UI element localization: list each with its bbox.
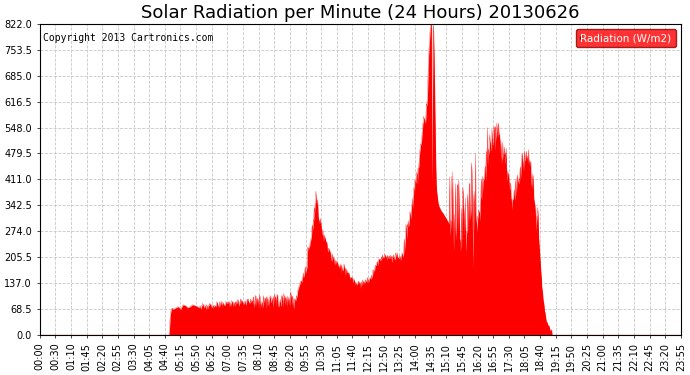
Title: Solar Radiation per Minute (24 Hours) 20130626: Solar Radiation per Minute (24 Hours) 20…: [141, 4, 580, 22]
Text: Copyright 2013 Cartronics.com: Copyright 2013 Cartronics.com: [43, 33, 213, 43]
Legend: Radiation (W/m2): Radiation (W/m2): [576, 29, 676, 47]
